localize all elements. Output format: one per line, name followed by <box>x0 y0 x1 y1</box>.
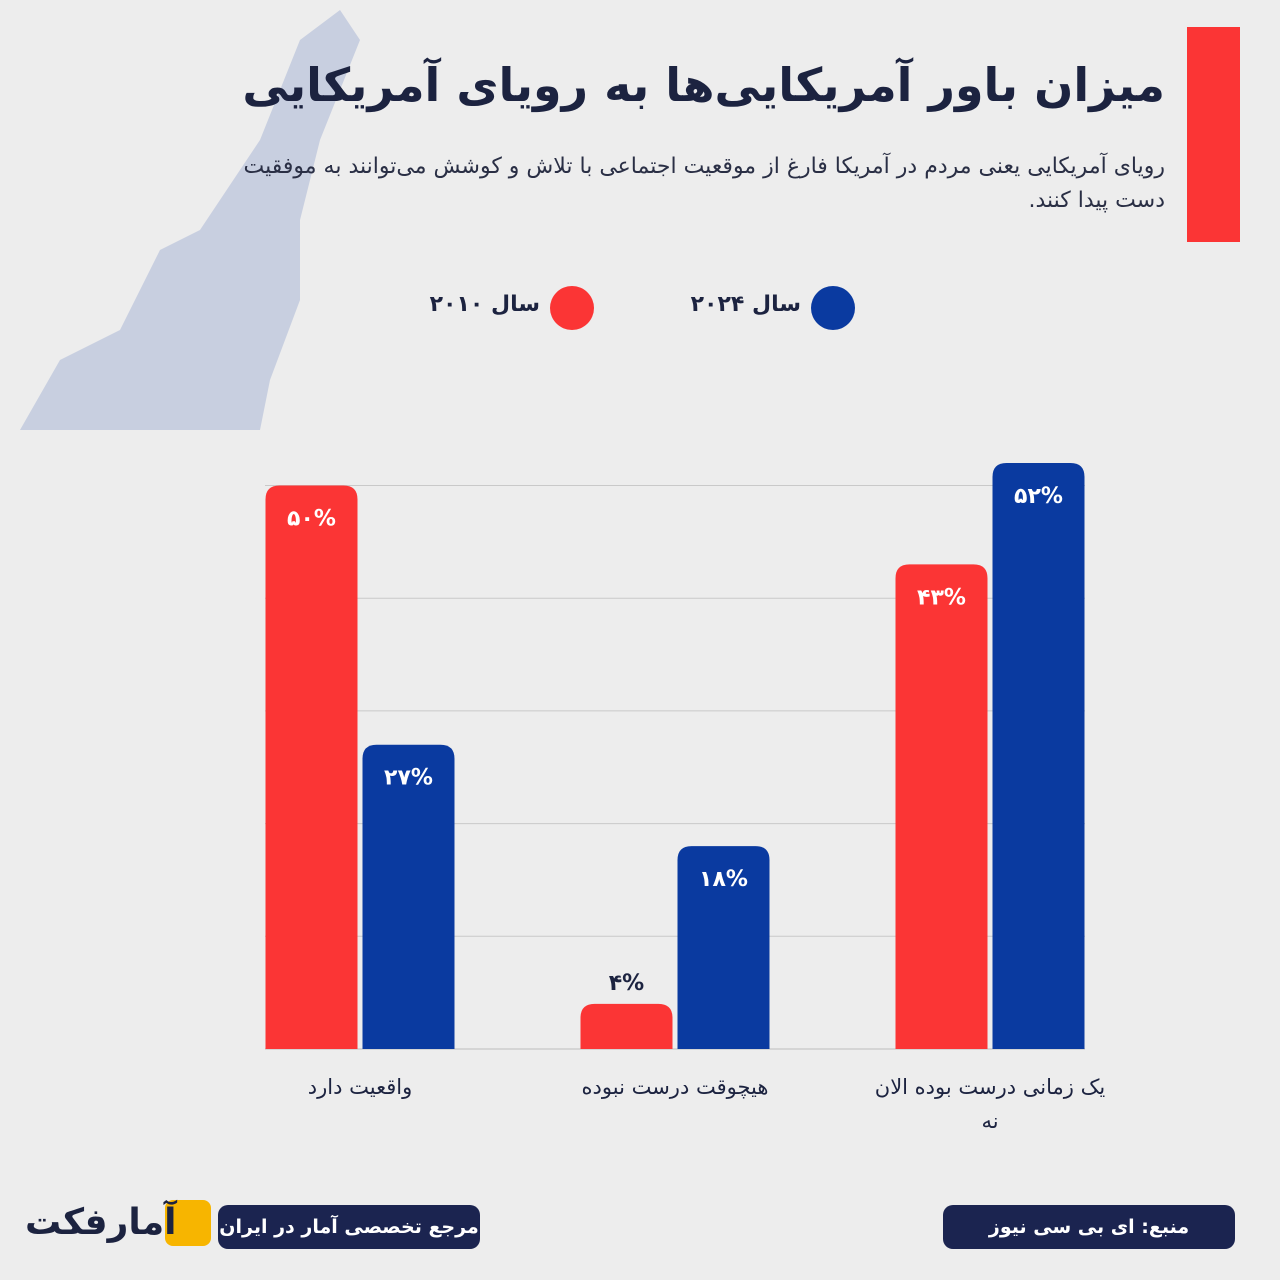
value-label: ۵۲% <box>1014 484 1063 509</box>
value-label: ۴% <box>609 971 644 996</box>
chart-title: میزان باور آمریکایی‌ها به رویای آمریکایی <box>242 58 1165 112</box>
chart-subtitle: رویای آمریکایی یعنی مردم در آمریکا فارغ … <box>243 154 1165 213</box>
bar <box>992 463 1085 1049</box>
value-label: ۱۸% <box>699 867 748 892</box>
brand-tagline: مرجع تخصصی آمار در ایران <box>218 1205 480 1249</box>
statue-silhouette <box>20 10 360 430</box>
bar <box>580 1003 673 1049</box>
accent-bar <box>1187 27 1240 242</box>
legend-swatch <box>811 286 855 330</box>
x-tick-label: یک زمانی درست بوده الان نه <box>874 1075 1106 1133</box>
brand-name: آمارفکت <box>25 1202 177 1243</box>
bar <box>265 485 358 1049</box>
legend-label: سال ۲۰۱۰ <box>429 292 540 317</box>
value-label: ۵۰% <box>287 507 336 532</box>
bar <box>362 744 455 1049</box>
value-label: ۲۷% <box>384 766 433 791</box>
legend-label: سال ۲۰۲۴ <box>690 292 801 317</box>
value-label: ۴۳% <box>917 585 966 610</box>
logo-icon <box>165 1200 211 1246</box>
bar <box>895 564 988 1049</box>
bar <box>677 846 770 1049</box>
x-tick-label: واقعیت دارد <box>307 1075 413 1099</box>
source: منبع: ای بی سی نیوز <box>943 1205 1235 1249</box>
legend-swatch <box>550 286 594 330</box>
x-tick-label: هیچوقت درست نبوده <box>581 1075 769 1099</box>
